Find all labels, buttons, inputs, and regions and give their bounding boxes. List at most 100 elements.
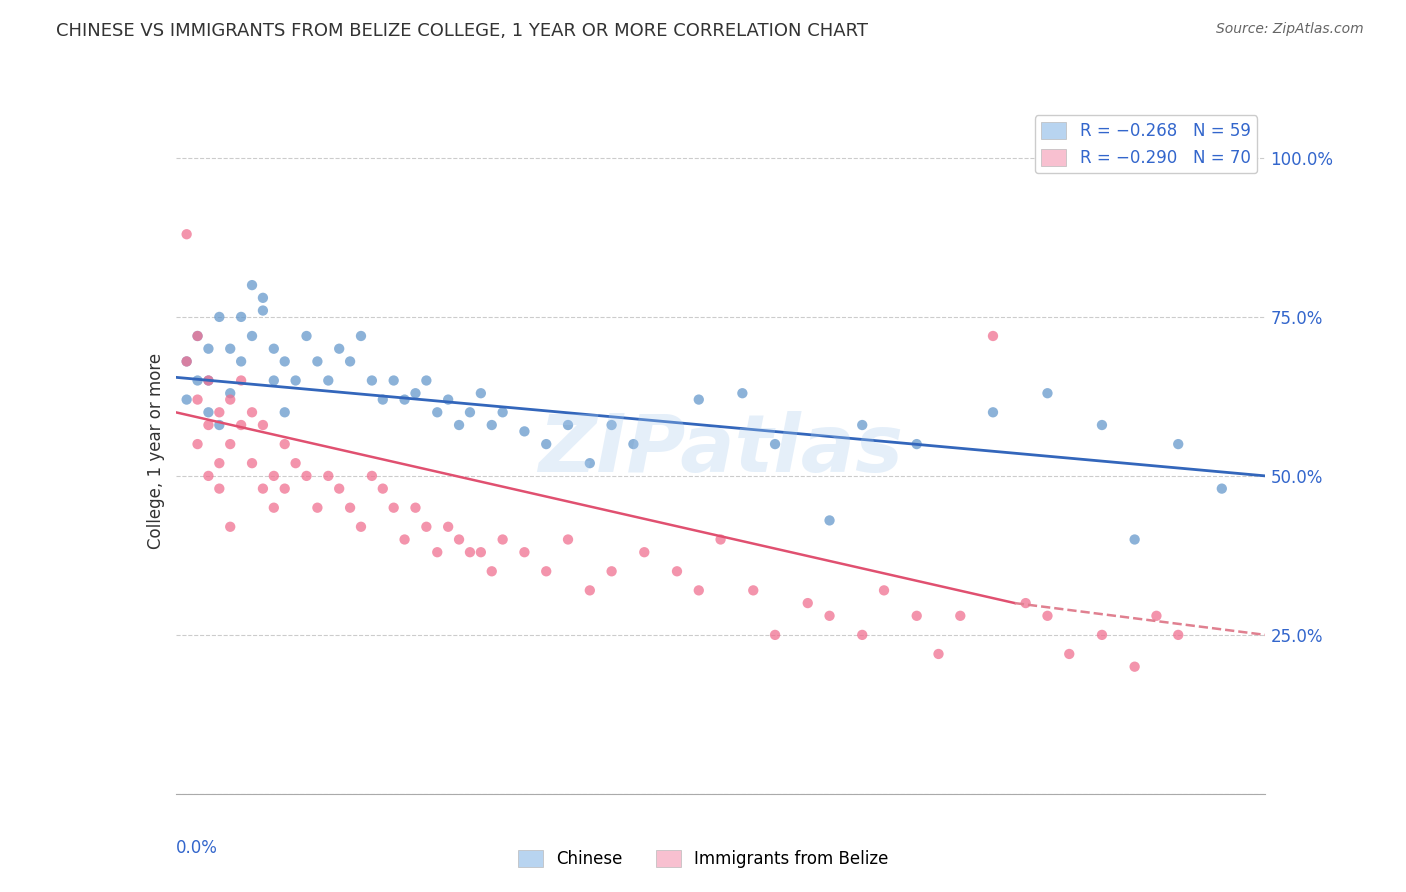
Point — [426, 405, 449, 419]
Point — [240, 405, 263, 419]
Point — [186, 329, 209, 343]
Point — [1211, 482, 1233, 496]
Point — [382, 374, 405, 388]
Point — [219, 520, 242, 534]
Point — [600, 564, 623, 578]
Point — [263, 374, 285, 388]
Point — [176, 354, 198, 368]
Point — [731, 386, 754, 401]
Point — [208, 417, 231, 432]
Point — [371, 482, 394, 496]
Point — [1091, 628, 1114, 642]
Point — [274, 405, 297, 419]
Point — [437, 392, 460, 407]
Point — [447, 417, 470, 432]
Point — [307, 500, 329, 515]
Point — [481, 417, 503, 432]
Point — [405, 386, 427, 401]
Point — [1015, 596, 1038, 610]
Point — [600, 417, 623, 432]
Point — [492, 533, 515, 547]
Point — [208, 405, 231, 419]
Point — [186, 374, 209, 388]
Point — [350, 329, 373, 343]
Text: ZIPatlas: ZIPatlas — [538, 411, 903, 490]
Point — [295, 469, 318, 483]
Point — [360, 469, 382, 483]
Point — [818, 513, 841, 527]
Point — [371, 392, 394, 407]
Point — [633, 545, 655, 559]
Point — [818, 608, 841, 623]
Point — [688, 392, 710, 407]
Point — [981, 329, 1004, 343]
Point — [295, 329, 318, 343]
Point — [949, 608, 972, 623]
Point — [382, 500, 405, 515]
Point — [1144, 608, 1167, 623]
Legend: Chinese, Immigrants from Belize: Chinese, Immigrants from Belize — [510, 843, 896, 875]
Point — [231, 354, 253, 368]
Point — [350, 520, 373, 534]
Point — [666, 564, 689, 578]
Point — [1057, 647, 1080, 661]
Point — [328, 342, 350, 356]
Point — [710, 533, 733, 547]
Point — [263, 500, 285, 515]
Point — [252, 482, 274, 496]
Text: Source: ZipAtlas.com: Source: ZipAtlas.com — [1216, 22, 1364, 37]
Point — [219, 386, 242, 401]
Point — [176, 392, 198, 407]
Point — [197, 374, 219, 388]
Point — [240, 456, 263, 470]
Point — [186, 329, 209, 343]
Point — [219, 342, 242, 356]
Point — [458, 545, 481, 559]
Point — [208, 482, 231, 496]
Point — [318, 374, 340, 388]
Point — [1123, 659, 1146, 673]
Point — [339, 354, 361, 368]
Point — [274, 354, 297, 368]
Point — [219, 437, 242, 451]
Point — [231, 310, 253, 324]
Point — [1036, 608, 1059, 623]
Point — [263, 469, 285, 483]
Point — [240, 329, 263, 343]
Point — [1167, 437, 1189, 451]
Point — [252, 303, 274, 318]
Point — [328, 482, 350, 496]
Point — [742, 583, 765, 598]
Point — [981, 405, 1004, 419]
Point — [905, 608, 928, 623]
Point — [219, 392, 242, 407]
Point — [240, 278, 263, 293]
Point — [763, 628, 786, 642]
Point — [197, 417, 219, 432]
Point — [458, 405, 481, 419]
Point — [621, 437, 644, 451]
Point — [197, 469, 219, 483]
Point — [481, 564, 503, 578]
Point — [394, 533, 416, 547]
Point — [274, 482, 297, 496]
Point — [405, 500, 427, 515]
Point — [360, 374, 382, 388]
Point — [197, 374, 219, 388]
Point — [318, 469, 340, 483]
Point — [534, 564, 557, 578]
Text: CHINESE VS IMMIGRANTS FROM BELIZE COLLEGE, 1 YEAR OR MORE CORRELATION CHART: CHINESE VS IMMIGRANTS FROM BELIZE COLLEG… — [56, 22, 869, 40]
Point — [1091, 417, 1114, 432]
Point — [851, 417, 873, 432]
Point — [851, 628, 873, 642]
Point — [928, 647, 950, 661]
Point — [284, 374, 307, 388]
Point — [513, 425, 536, 439]
Point — [579, 583, 602, 598]
Legend: R = −0.268   N = 59, R = −0.290   N = 70: R = −0.268 N = 59, R = −0.290 N = 70 — [1035, 115, 1257, 173]
Point — [307, 354, 329, 368]
Point — [579, 456, 602, 470]
Point — [1167, 628, 1189, 642]
Point — [252, 291, 274, 305]
Point — [447, 533, 470, 547]
